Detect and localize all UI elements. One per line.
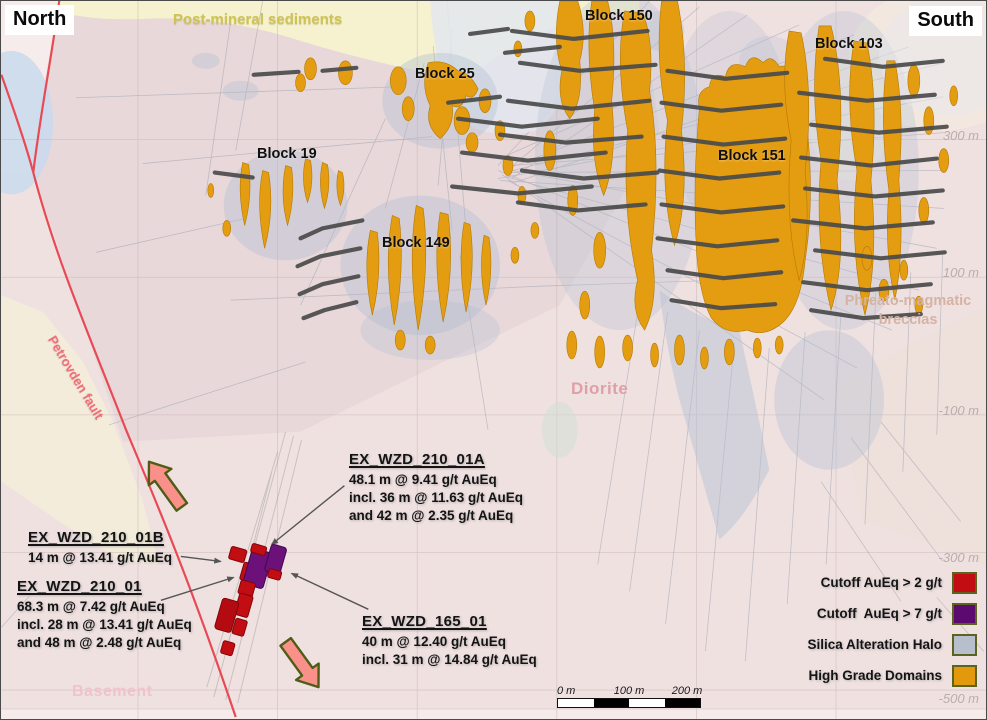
basement-label: Basement (72, 683, 153, 700)
legend-swatch-cutoff-2 (952, 571, 977, 594)
northwest-flow-arrow (147, 460, 189, 512)
annotation-line: and 42 m @ 2.35 g/t AuEq (349, 508, 514, 523)
phreato-line2: breccias (878, 312, 938, 328)
scale-label-200m: 200 m (671, 685, 703, 697)
scale-bar-segments (557, 698, 701, 708)
scale-label-0m: 0 m (557, 685, 576, 697)
fault-segment-left (1, 74, 35, 173)
block-149-label: Block 149 (382, 235, 450, 251)
scale-bar-labels: 0 m 100 m 200 m (557, 685, 703, 698)
annotation-title: EX_WZD_210_01 (17, 578, 142, 595)
annotation-ex-wzd-165-01: EX_WZD_165_01 40 m @ 12.40 g/t AuEq incl… (362, 613, 537, 669)
scale-segment (593, 699, 629, 707)
annotation-ex-wzd-210-01: EX_WZD_210_01 68.3 m @ 7.42 g/t AuEq inc… (17, 578, 192, 652)
scale-bar: 0 m 100 m 200 m (557, 685, 703, 708)
legend-label: High Grade Domains (808, 668, 942, 683)
flow-arrows (147, 460, 320, 689)
scale-segment (629, 699, 665, 707)
legend-swatch-silica (952, 633, 977, 656)
block-19-label: Block 19 (257, 146, 317, 162)
legend: Cutoff AuEq > 2 g/t Cutoff AuEq > 7 g/t … (807, 571, 977, 695)
scale-segment (664, 699, 700, 707)
scale-segment (558, 699, 594, 707)
post-mineral-sediments-label: Post-mineral sediments (173, 11, 343, 28)
phreato-line1: Phreato-magmatic (844, 293, 972, 309)
annotation-line: 68.3 m @ 7.42 g/t AuEq (17, 599, 165, 614)
block-25-label: Block 25 (415, 66, 475, 82)
annotation-title: EX_WZD_165_01 (362, 613, 487, 630)
elevation-minus-100m: -100 m (938, 403, 979, 418)
annotation-line: incl. 36 m @ 11.63 g/t AuEq (349, 490, 523, 505)
legend-row-cutoff-7: Cutoff AuEq > 7 g/t (807, 602, 977, 625)
annotation-line: and 48 m @ 2.48 g/t AuEq (17, 635, 182, 650)
legend-row-silica: Silica Alteration Halo (807, 633, 977, 656)
phreato-magmatic-breccias-label: Phreato-magmatic breccias (829, 292, 986, 330)
annotation-ex-wzd-210-01a: EX_WZD_210_01A 48.1 m @ 9.41 g/t AuEq in… (349, 451, 523, 525)
south-label: South (909, 6, 982, 36)
annotation-line: 40 m @ 12.40 g/t AuEq (362, 634, 506, 649)
legend-swatch-high-grade (952, 664, 977, 687)
scale-label-100m: 100 m (613, 685, 645, 697)
annotation-line: 14 m @ 13.41 g/t AuEq (28, 550, 172, 565)
elevation-100m: 100 m (942, 265, 979, 280)
leader-arrows (160, 485, 369, 610)
legend-label: Silica Alteration Halo (807, 637, 942, 652)
elevation-300m: 300 m (942, 128, 979, 143)
annotation-ex-wzd-210-01b: EX_WZD_210_01B 14 m @ 13.41 g/t AuEq (28, 529, 172, 567)
legend-row-high-grade: High Grade Domains (807, 664, 977, 687)
annotation-line: incl. 31 m @ 14.84 g/t AuEq (362, 652, 537, 667)
block-151-label: Block 151 (718, 148, 786, 164)
legend-swatch-cutoff-7 (952, 602, 977, 625)
annotation-title: EX_WZD_210_01A (349, 451, 485, 468)
elevation-minus-300m: -300 m (938, 550, 979, 565)
legend-label: Cutoff AuEq > 2 g/t (820, 575, 942, 590)
intercept-cylinders (214, 543, 287, 657)
annotation-title: EX_WZD_210_01B (28, 529, 164, 546)
annotation-line: 48.1 m @ 9.41 g/t AuEq (349, 472, 497, 487)
annotation-line: incl. 28 m @ 13.41 g/t AuEq (17, 617, 192, 632)
north-label: North (5, 5, 75, 35)
drill-hole-tubes (212, 26, 949, 321)
legend-row-cutoff-2: Cutoff AuEq > 2 g/t (807, 571, 977, 594)
block-150-label: Block 150 (585, 8, 653, 24)
elevation-minus-500m: -500 m (938, 691, 979, 706)
block-103-label: Block 103 (815, 36, 883, 52)
diorite-label: Diorite (571, 379, 629, 398)
southeast-flow-arrow (279, 636, 320, 689)
legend-label: Cutoff AuEq > 7 g/t (816, 606, 942, 621)
petrovden-fault-line (32, 172, 237, 718)
